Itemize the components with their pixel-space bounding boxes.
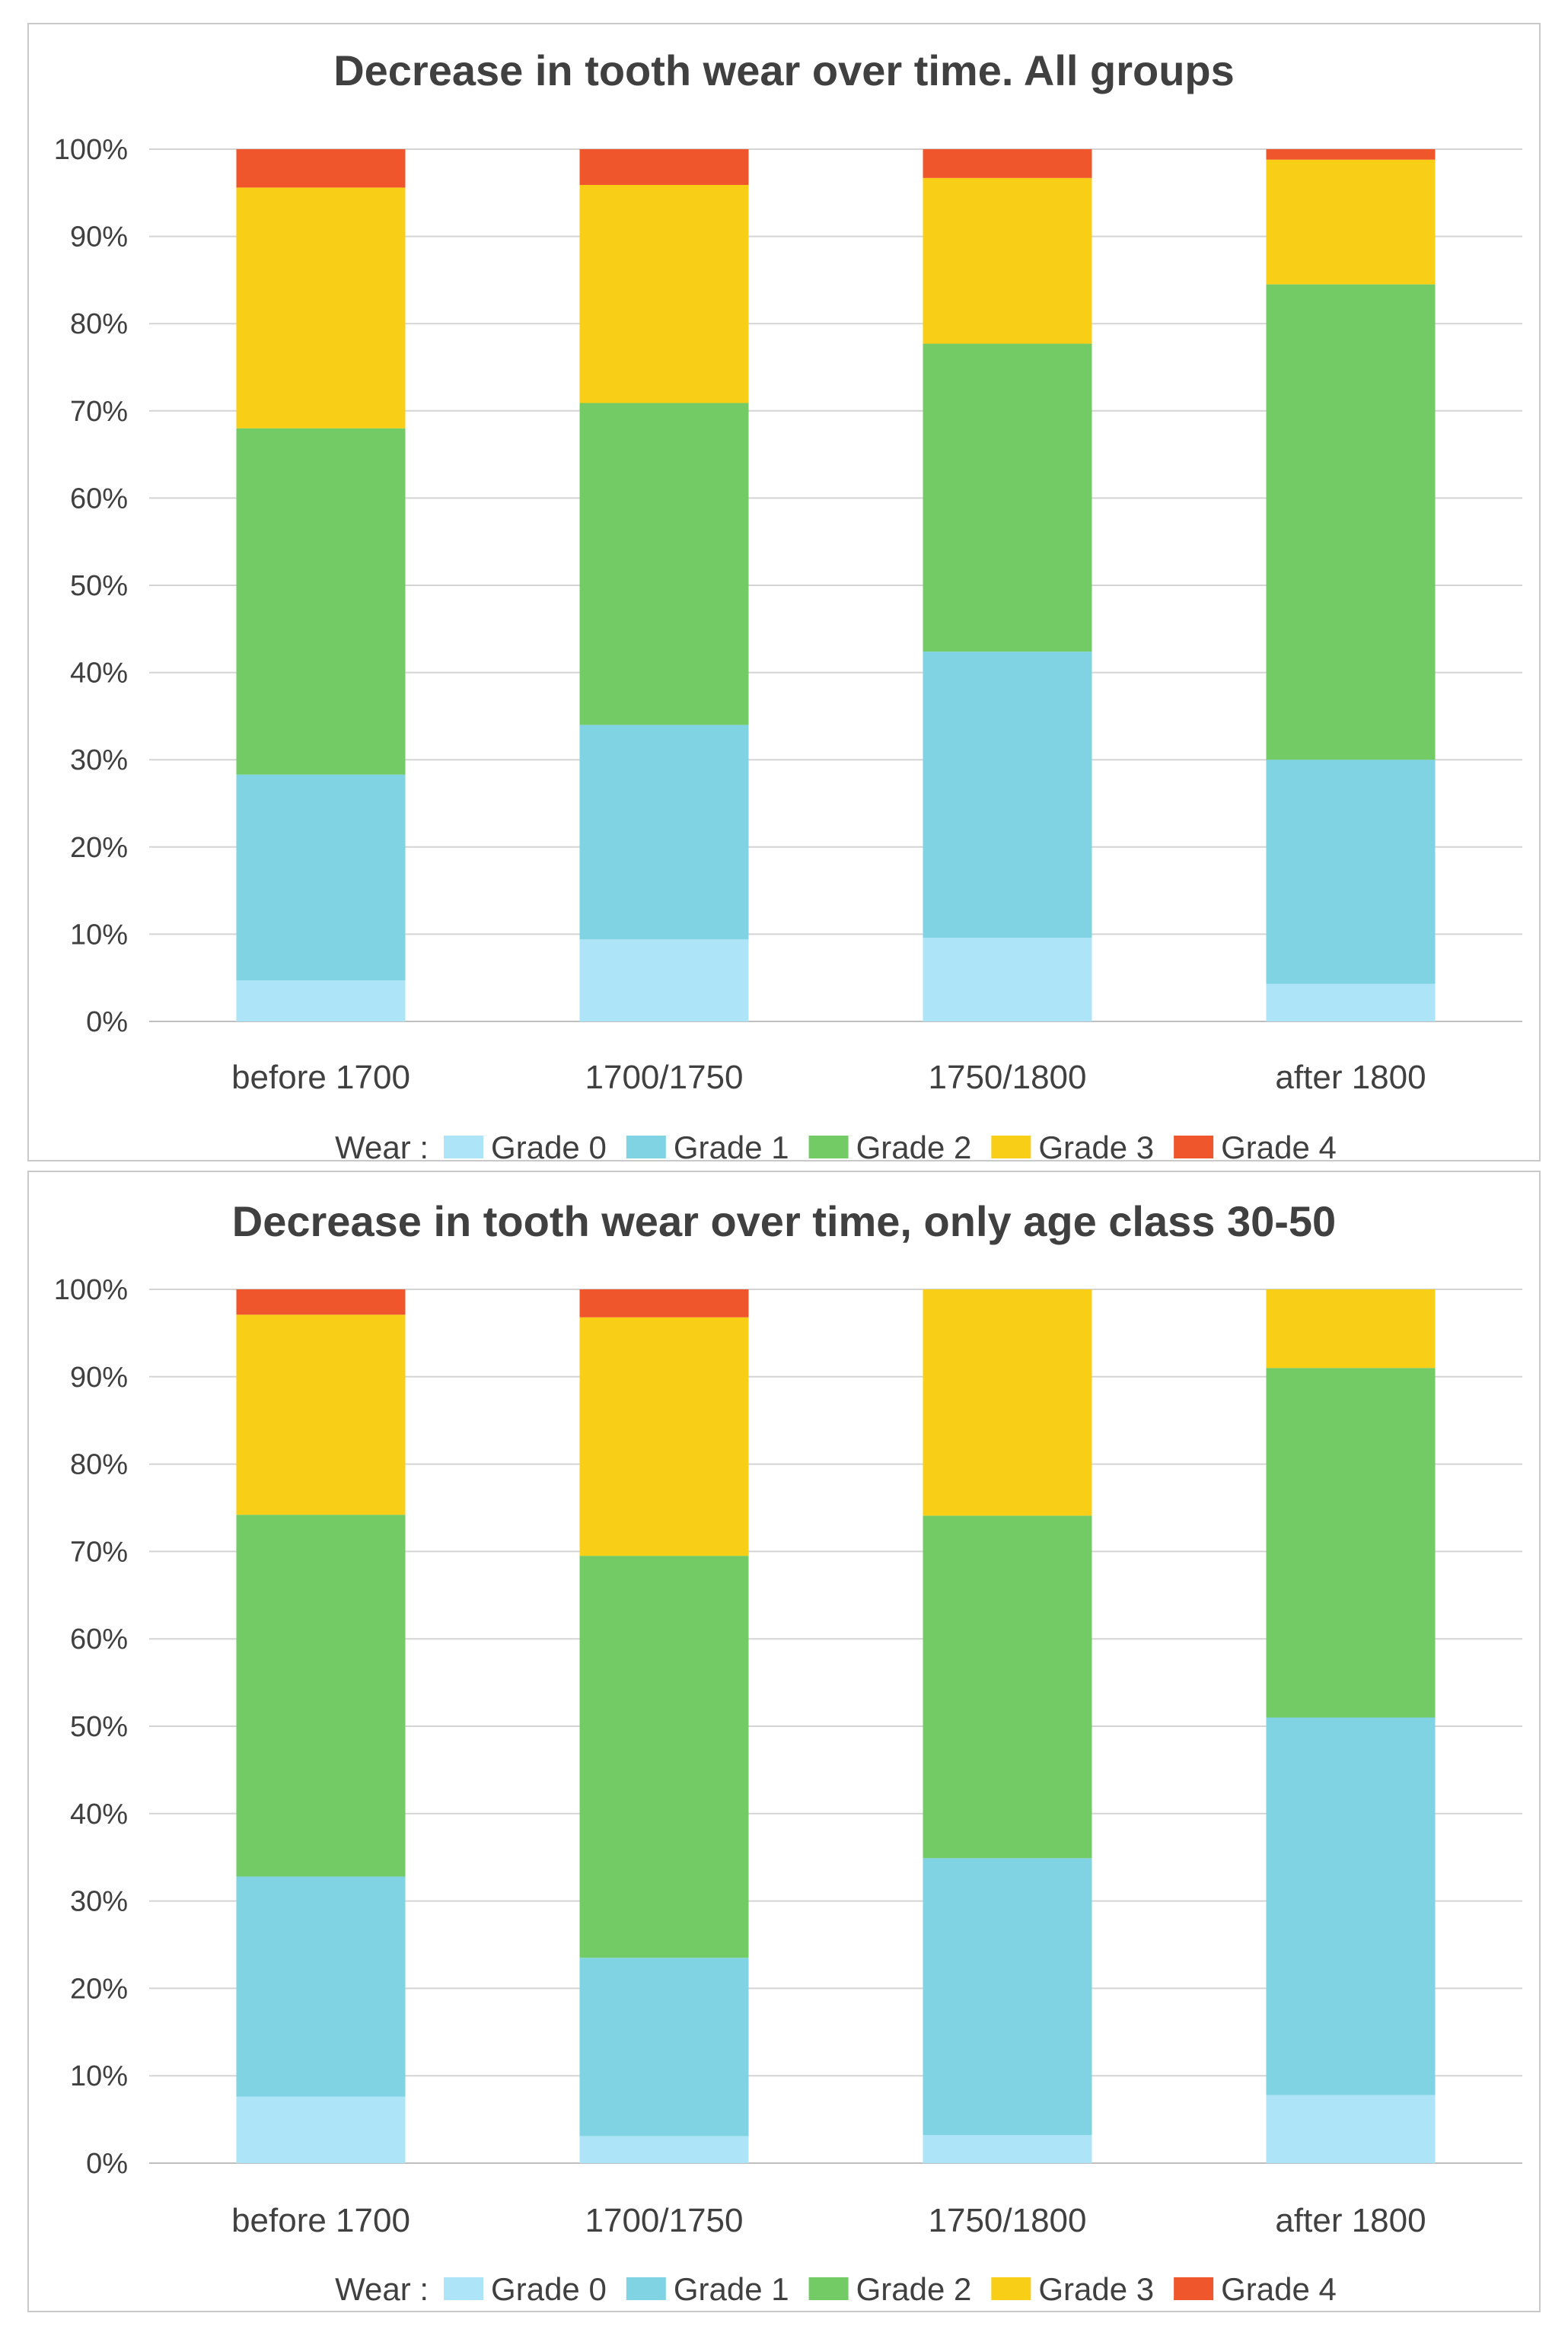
- legend-swatch: [991, 1136, 1031, 1158]
- legend-swatch: [1174, 1136, 1214, 1158]
- bar-segment: [923, 1858, 1092, 2136]
- x-tick-label: 1750/1800: [929, 2202, 1087, 2239]
- bar-segment: [923, 177, 1092, 344]
- bar-segment: [579, 2136, 749, 2163]
- chart-title: Decrease in tooth wear over time, only a…: [232, 1197, 1336, 1245]
- bar-segment: [1266, 2095, 1436, 2163]
- bar-segment: [579, 1289, 749, 1318]
- x-tick-label: after 1800: [1275, 2202, 1426, 2239]
- bar-segment: [579, 1958, 749, 2136]
- legend-label: Grade 3: [1038, 1130, 1154, 1160]
- y-tick-label: 90%: [70, 221, 128, 253]
- x-tick-label: after 1800: [1275, 1059, 1426, 1096]
- chart-panel-age-30-50: Decrease in tooth wear over time, only a…: [27, 1171, 1541, 2312]
- legend-label: Grade 0: [491, 1130, 607, 1160]
- legend-label: Grade 2: [856, 2271, 972, 2307]
- bar-segment: [923, 149, 1092, 178]
- legend-swatch: [626, 1136, 666, 1158]
- legend-title: Wear :: [335, 1130, 429, 1160]
- legend-label: Grade 4: [1221, 2271, 1337, 2307]
- bar-segment: [236, 774, 406, 981]
- legend-swatch: [444, 2277, 484, 2300]
- y-tick-label: 80%: [70, 308, 128, 340]
- bar-segment: [923, 937, 1092, 1021]
- stacked-bar-chart-age-30-50: Decrease in tooth wear over time, only a…: [54, 1197, 1522, 2307]
- y-tick-label: 70%: [70, 396, 128, 428]
- y-tick-label: 0%: [86, 2148, 128, 2180]
- bar-segment: [579, 184, 749, 403]
- legend-swatch: [1174, 2277, 1214, 2300]
- bar-segment: [1266, 149, 1436, 160]
- y-tick-label: 50%: [70, 570, 128, 602]
- legend-title: Wear :: [335, 2271, 429, 2307]
- bar-segment: [236, 1515, 406, 1877]
- bar-segment: [1266, 983, 1436, 1021]
- bar-segment: [923, 1289, 1092, 1516]
- bar-segment: [1266, 284, 1436, 760]
- bar-segment: [923, 343, 1092, 652]
- legend-label: Grade 4: [1221, 1130, 1337, 1160]
- y-tick-label: 60%: [70, 1623, 128, 1655]
- y-tick-label: 30%: [70, 744, 128, 776]
- legend-label: Grade 3: [1038, 2271, 1154, 2307]
- legend: Wear : Grade 0 Grade 1 Grade 2 Grade 3 Grade …: [335, 1130, 1337, 1160]
- y-tick-label: 80%: [70, 1449, 128, 1481]
- legend-label: Grade 1: [674, 1130, 789, 1160]
- x-tick-label: 1700/1750: [585, 1059, 744, 1096]
- y-tick-label: 20%: [70, 1973, 128, 2005]
- chart-title: Decrease in tooth wear over time. All gr…: [333, 46, 1235, 94]
- legend-label: Grade 0: [491, 2271, 607, 2307]
- bar-segment: [579, 725, 749, 940]
- y-tick-label: 90%: [70, 1362, 128, 1394]
- y-tick-label: 50%: [70, 1711, 128, 1743]
- bar-segment: [579, 403, 749, 725]
- legend-swatch: [626, 2277, 666, 2300]
- bar-segment: [579, 1556, 749, 1958]
- bar-segment: [579, 149, 749, 185]
- y-tick-label: 40%: [70, 1799, 128, 1831]
- legend-label: Grade 2: [856, 1130, 972, 1160]
- x-tick-label: 1700/1750: [585, 2202, 744, 2239]
- bar-segment: [236, 149, 406, 188]
- bar-segment: [236, 1289, 406, 1315]
- x-tick-label: before 1700: [231, 1059, 410, 1096]
- bar-segment: [1266, 760, 1436, 984]
- y-tick-label: 70%: [70, 1536, 128, 1568]
- legend-swatch: [808, 2277, 849, 2300]
- bar-segment: [1266, 1717, 1436, 2095]
- y-tick-label: 40%: [70, 658, 128, 690]
- bar-segment: [923, 652, 1092, 938]
- y-tick-label: 100%: [54, 134, 128, 166]
- legend: Wear : Grade 0 Grade 1 Grade 2 Grade 3 Grade …: [335, 2271, 1337, 2307]
- bar-segment: [923, 1515, 1092, 1859]
- legend-swatch: [808, 1136, 849, 1158]
- bar-segment: [1266, 1368, 1436, 1718]
- x-tick-label: 1750/1800: [929, 1059, 1087, 1096]
- y-tick-label: 10%: [70, 2060, 128, 2092]
- bar-segment: [579, 1317, 749, 1557]
- legend-swatch: [991, 2277, 1031, 2300]
- bar-segment: [236, 1876, 406, 2097]
- y-tick-label: 60%: [70, 483, 128, 515]
- chart-panel-all-groups: Decrease in tooth wear over time. All gr…: [27, 23, 1541, 1161]
- bar-segment: [236, 187, 406, 429]
- y-tick-label: 0%: [86, 1006, 128, 1038]
- stacked-bar-chart-all-groups: Decrease in tooth wear over time. All gr…: [54, 46, 1522, 1160]
- bar-segment: [236, 428, 406, 775]
- bar-segment: [923, 2135, 1092, 2163]
- x-tick-label: before 1700: [231, 2202, 410, 2239]
- bar-segment: [1266, 1289, 1436, 1369]
- y-tick-label: 30%: [70, 1886, 128, 1918]
- y-tick-label: 100%: [54, 1274, 128, 1306]
- bar-segment: [236, 2096, 406, 2163]
- bar-segment: [579, 939, 749, 1021]
- y-tick-label: 10%: [70, 919, 128, 951]
- legend-label: Grade 1: [674, 2271, 789, 2307]
- bar-segment: [236, 1314, 406, 1515]
- bar-segment: [236, 980, 406, 1021]
- legend-swatch: [444, 1136, 484, 1158]
- y-tick-label: 20%: [70, 832, 128, 864]
- bar-segment: [1266, 159, 1436, 285]
